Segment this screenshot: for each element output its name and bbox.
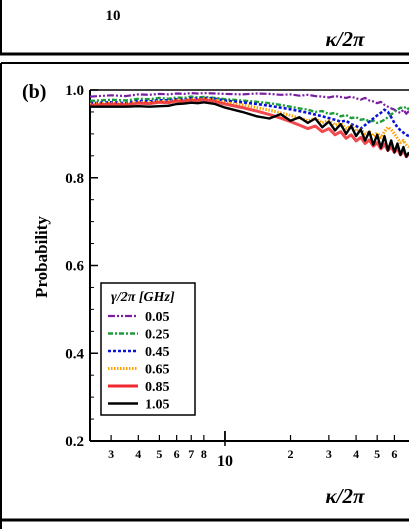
y-tick-label: 0.4 [65, 346, 84, 362]
series-line-0.25 [90, 95, 409, 125]
panel-label: (b) [22, 81, 46, 103]
x-tick-label: 6 [174, 447, 180, 461]
x-axis-label: κ/2π [326, 484, 365, 508]
series-line-1.05 [90, 101, 409, 158]
x-tick-label: 5 [374, 447, 380, 461]
x-tick-label: 6 [391, 447, 397, 461]
x-tick-label: 3 [108, 447, 114, 461]
x-tick-label: 7 [188, 447, 194, 461]
y-axis-label: Probability [32, 216, 51, 298]
y-tick-label: 0.2 [65, 434, 84, 450]
y-tick-label: 1.0 [65, 83, 84, 99]
x-tick-label: 8 [201, 447, 207, 461]
legend-entry-label: 0.45 [145, 345, 170, 360]
legend-entry-label: 0.85 [145, 380, 170, 395]
y-tick-labels: 0.2 0.4 0.6 0.8 1.0 [65, 83, 84, 450]
legend-entry-label: 0.65 [145, 363, 170, 378]
top-panel: 10 κ/2π [0, 0, 409, 56]
legend-entry-label: 1.05 [145, 398, 170, 413]
panel-b: (b) Probability κ/2π 0.2 0.4 0.6 0.8 1.0 3 4 5… [0, 62, 409, 529]
legend-entries: 0.05 0.25 0.45 0.65 0.85 1.05 [108, 310, 170, 413]
x-tick-label: 3 [326, 447, 332, 461]
axes [89, 89, 409, 446]
legend-title: γ/2π [GHz] [111, 290, 175, 305]
x-tick-label: 4 [353, 447, 359, 461]
top-panel-x-axis-label: κ/2π [326, 27, 365, 51]
legend-entry-label: 0.25 [145, 328, 170, 343]
y-tick-label: 0.8 [65, 171, 84, 187]
x-tick-label: 2 [288, 447, 294, 461]
x-tick-label: 10 [217, 453, 233, 470]
legend: γ/2π [GHz] 0.05 0.25 0.45 0.65 0.85 1.05 [100, 282, 196, 416]
legend-box [100, 282, 196, 416]
x-tick-labels: 3 4 5 6 7 8 10 2 3 4 5 6 [108, 447, 397, 470]
x-tick-label: 4 [135, 447, 141, 461]
legend-entry-label: 0.05 [145, 310, 170, 325]
x-tick-label: 5 [156, 447, 162, 461]
series-line-0.45 [90, 96, 409, 138]
y-tick-label: 0.6 [65, 259, 84, 275]
series-lines [90, 91, 409, 159]
series-line-0.05 [90, 91, 409, 115]
top-panel-tick-label: 10 [106, 8, 121, 24]
